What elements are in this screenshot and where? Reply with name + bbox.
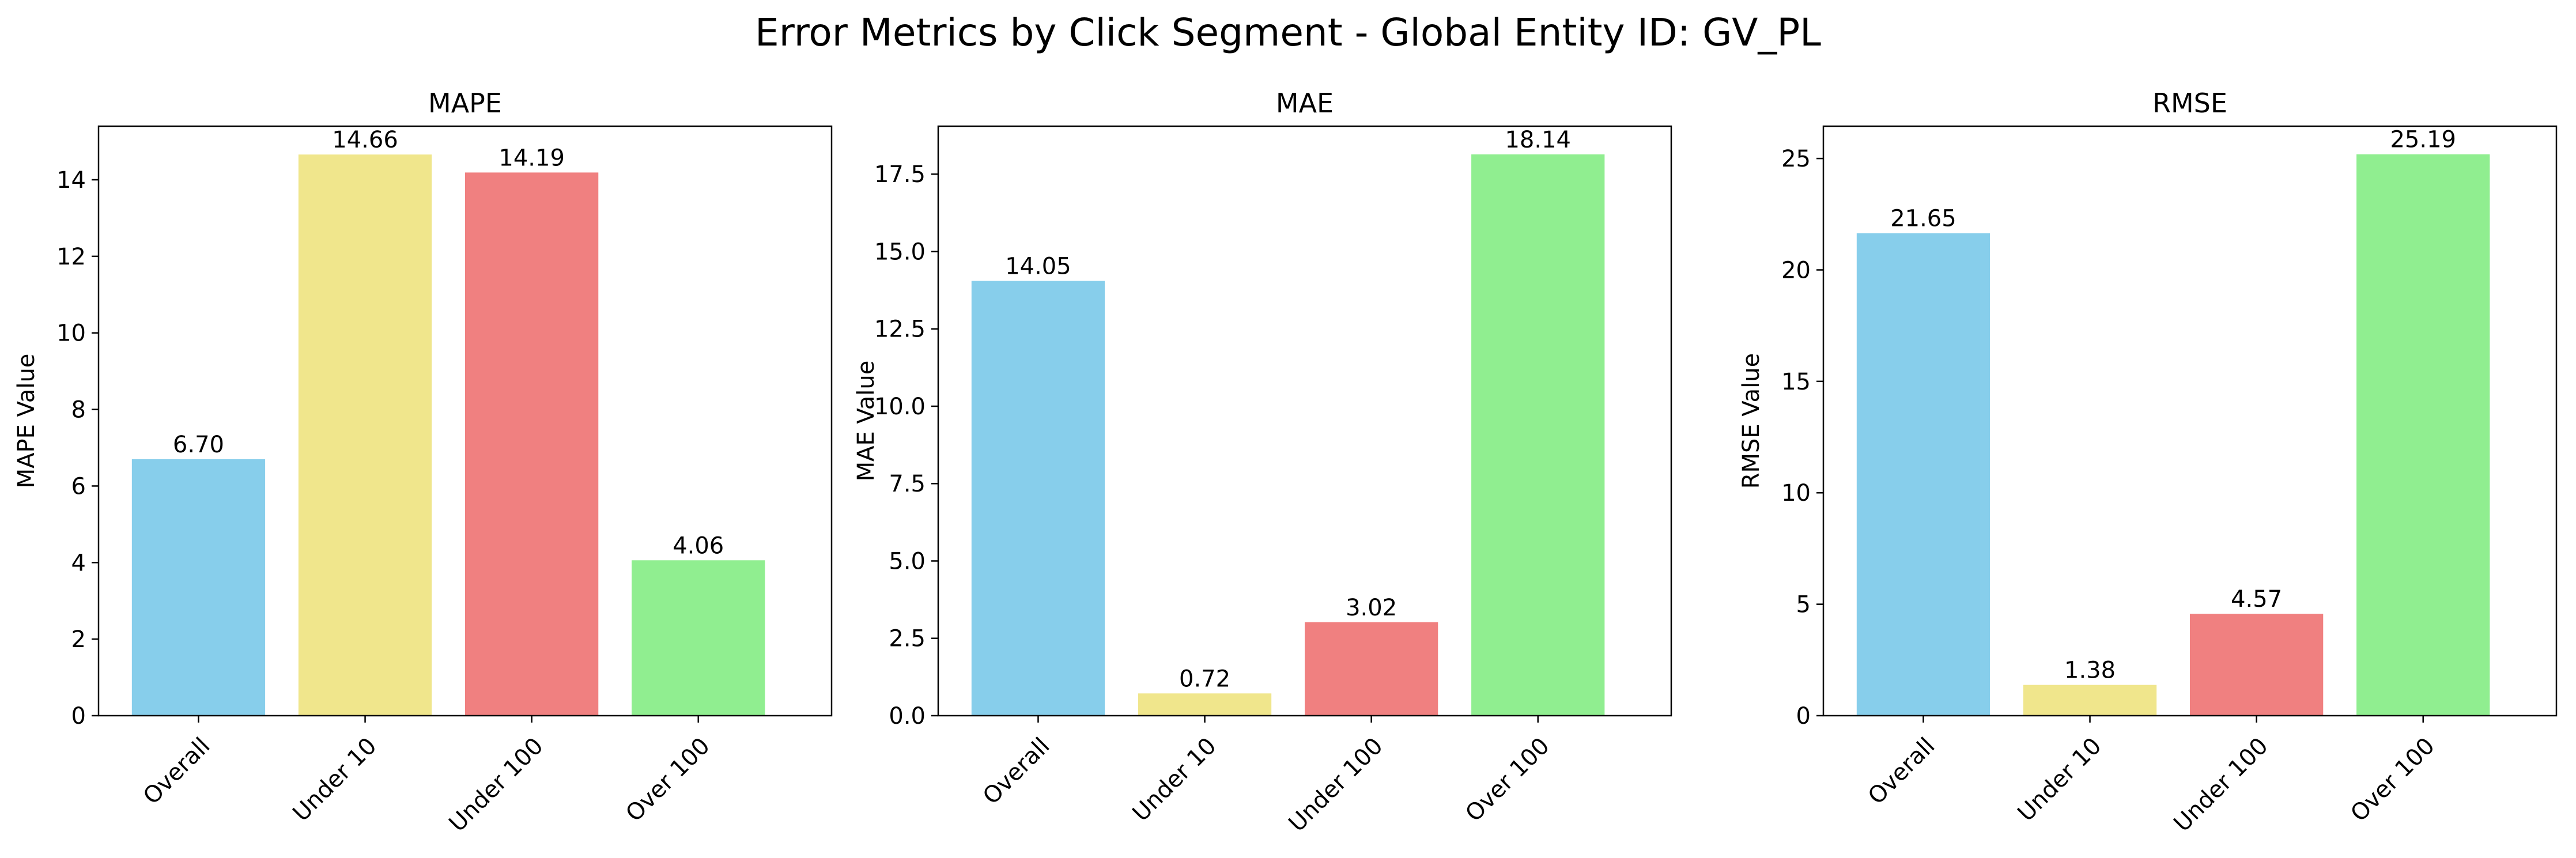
x-tick-label-0-1: Under 10 xyxy=(288,733,382,827)
y-tick-label-2-4: 20 xyxy=(1781,257,1811,284)
y-tick-label-1-4: 10.0 xyxy=(874,394,926,420)
x-tick-label-1-2: Under 100 xyxy=(1284,733,1388,837)
x-tick-label-0-2: Under 100 xyxy=(444,733,549,837)
y-tick-label-1-5: 12.5 xyxy=(874,316,926,343)
bar-2-0 xyxy=(1856,233,1990,716)
y-axis-label-2: RMSE Value xyxy=(1738,353,1765,489)
bar-value-label-1-2: 3.02 xyxy=(1346,595,1397,621)
x-tick-label-0-0: Overall xyxy=(138,733,216,810)
x-tick-label-1-3: Over 100 xyxy=(1460,733,1555,827)
y-tick-label-1-1: 2.5 xyxy=(889,626,926,652)
bar-value-label-2-0: 21.65 xyxy=(1890,206,1956,232)
panel-title-2: RMSE xyxy=(2152,88,2227,119)
bar-1-3 xyxy=(1471,154,1605,716)
x-tick-label-2-3: Over 100 xyxy=(2345,733,2440,827)
bar-0-1 xyxy=(298,154,432,716)
bar-value-label-0-0: 6.70 xyxy=(173,432,224,458)
y-tick-label-0-3: 6 xyxy=(71,473,86,500)
y-tick-label-1-0: 0.0 xyxy=(889,703,926,730)
bar-value-label-0-2: 14.19 xyxy=(498,145,565,171)
x-tick-label-2-2: Under 100 xyxy=(2169,733,2273,837)
bar-value-label-1-3: 18.14 xyxy=(1505,127,1571,153)
y-tick-label-1-3: 7.5 xyxy=(889,471,926,497)
panel-title-0: MAPE xyxy=(428,88,502,119)
y-tick-label-0-4: 8 xyxy=(71,397,86,424)
bar-1-0 xyxy=(971,281,1105,716)
y-tick-label-0-6: 12 xyxy=(56,244,86,270)
bar-value-label-2-3: 25.19 xyxy=(2390,127,2456,153)
y-axis-label-1: MAE Value xyxy=(853,361,879,482)
y-tick-label-2-0: 0 xyxy=(1796,703,1811,730)
x-tick-label-0-3: Over 100 xyxy=(621,733,715,827)
bar-value-label-2-2: 4.57 xyxy=(2231,586,2282,613)
y-tick-label-2-1: 5 xyxy=(1796,592,1811,618)
y-axis-label-0: MAPE Value xyxy=(13,354,40,489)
bar-value-label-1-1: 0.72 xyxy=(1179,666,1230,692)
panel-title-1: MAE xyxy=(1276,88,1334,119)
bar-0-3 xyxy=(632,560,765,716)
y-tick-label-1-7: 17.5 xyxy=(874,161,926,188)
y-tick-label-0-5: 10 xyxy=(56,320,86,347)
y-tick-label-0-1: 2 xyxy=(71,626,86,653)
y-tick-label-2-5: 25 xyxy=(1781,146,1811,172)
axes-frame-0 xyxy=(97,125,833,717)
bar-0-0 xyxy=(131,459,266,716)
bar-1-1 xyxy=(1138,693,1272,716)
bar-2-2 xyxy=(2190,614,2324,716)
x-tick-label-2-1: Under 10 xyxy=(2012,733,2106,827)
bar-value-label-1-0: 14.05 xyxy=(1005,254,1071,280)
bar-1-2 xyxy=(1305,622,1438,716)
figure-title: Error Metrics by Click Segment - Global … xyxy=(755,10,1821,55)
axes-frame-1 xyxy=(937,125,1672,717)
bar-value-label-0-3: 4.06 xyxy=(673,532,724,559)
y-tick-label-0-0: 0 xyxy=(71,703,86,730)
y-tick-label-0-7: 14 xyxy=(56,167,86,194)
bar-2-1 xyxy=(2023,685,2157,716)
bar-2-3 xyxy=(2356,154,2490,716)
y-tick-label-1-6: 15.0 xyxy=(874,239,926,265)
y-tick-label-1-2: 5.0 xyxy=(889,548,926,574)
x-tick-label-2-0: Overall xyxy=(1863,733,1940,810)
bar-0-2 xyxy=(465,172,599,716)
y-tick-label-2-3: 15 xyxy=(1781,369,1811,395)
bar-value-label-0-1: 14.66 xyxy=(332,127,398,153)
y-tick-label-0-2: 4 xyxy=(71,550,86,576)
y-tick-label-2-2: 10 xyxy=(1781,480,1811,507)
axes-frame-2 xyxy=(1822,125,2558,717)
x-tick-label-1-1: Under 10 xyxy=(1127,733,1221,827)
x-tick-label-1-0: Overall xyxy=(978,733,1055,810)
bar-value-label-2-1: 1.38 xyxy=(2064,657,2116,684)
